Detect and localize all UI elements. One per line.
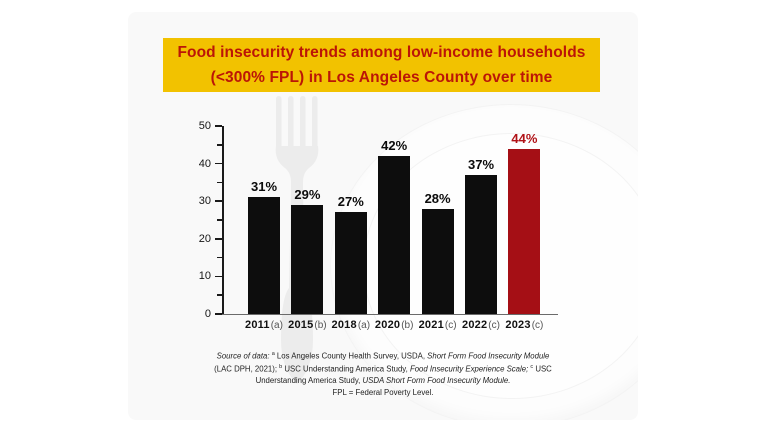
bar	[378, 156, 411, 314]
y-minor-tick	[217, 219, 222, 221]
source-sup-c: c	[530, 363, 534, 370]
x-tick-label: 2022(c)	[462, 319, 500, 331]
y-major-tick	[215, 313, 222, 315]
bar	[334, 212, 367, 314]
bar-value-label: 42%	[381, 138, 408, 154]
source-seg: USC Understanding America Study,	[282, 364, 410, 374]
chart-title-banner: Food insecurity trends among low-income …	[163, 38, 600, 92]
x-tick-source-letter: (b)	[314, 320, 327, 331]
x-tick-source-letter: (a)	[270, 320, 283, 331]
x-axis	[222, 314, 558, 315]
bar-highlighted	[508, 148, 541, 314]
y-minor-tick	[217, 294, 222, 296]
source-seg-italic: USDA Short Form Food Insecurity Module.	[362, 376, 511, 386]
y-tick-label: 50	[198, 120, 211, 132]
x-tick-year: 2011	[245, 319, 270, 331]
source-prefix: Source of data:	[216, 351, 272, 361]
y-major-tick	[215, 275, 222, 278]
x-tick-year: 2022	[462, 319, 488, 331]
chart-title-line1: Food insecurity trends among low-income …	[177, 44, 586, 61]
x-tick-source-letter: (c)	[488, 320, 500, 331]
y-minor-tick	[217, 256, 222, 259]
source-note: Source of data: a Los Angeles County Hea…	[208, 350, 558, 400]
y-tick-label: 0	[204, 308, 211, 320]
y-tick-label: 30	[198, 195, 211, 208]
x-tick-label: 2018(a)	[332, 319, 371, 331]
source-fpl-definition: FPL = Federal Poverty Level.	[332, 388, 434, 398]
source-seg: (LAC DPH, 2021);	[214, 364, 280, 374]
source-sup-b: b	[279, 363, 283, 370]
bar	[421, 208, 454, 314]
x-tick-year: 2023	[505, 319, 531, 331]
bar-value-label: 29%	[294, 186, 321, 202]
bar-value-label: 37%	[467, 156, 495, 172]
y-axis	[222, 126, 224, 315]
y-major-tick	[215, 238, 222, 240]
source-seg-italic: Short Form Food Insecurity Module	[427, 351, 550, 361]
bar-value-label: 44%	[511, 130, 538, 146]
x-tick-year: 2021	[418, 319, 444, 331]
y-major-tick	[215, 200, 222, 202]
bar	[291, 204, 324, 314]
x-tick-source-letter: (b)	[401, 320, 414, 331]
y-tick-label: 20	[198, 232, 211, 245]
chart-title-line2: (<300% FPL) in Los Angeles County over t…	[210, 69, 553, 86]
x-tick-year: 2015	[288, 319, 314, 331]
y-major-tick	[215, 125, 222, 127]
source-seg-italic: Food Insecurity Experience Scale;	[409, 364, 531, 374]
bar-value-label: 28%	[424, 190, 451, 206]
x-tick-source-letter: (c)	[531, 320, 544, 331]
y-minor-tick	[217, 144, 222, 146]
y-tick-label: 10	[198, 270, 211, 283]
source-seg: Los Angeles County Health Survey, USDA,	[274, 351, 428, 361]
x-tick-label: 2021(c)	[419, 319, 457, 331]
x-tick-source-letter: (a)	[357, 320, 371, 331]
y-minor-tick	[217, 181, 222, 184]
y-tick-label: 40	[198, 157, 211, 170]
x-tick-source-letter: (c)	[444, 320, 457, 331]
bar	[248, 197, 280, 314]
x-tick-label: 2015(b)	[288, 319, 327, 331]
x-tick-year: 2020	[374, 319, 401, 331]
x-tick-label: 2020(b)	[375, 319, 414, 331]
x-tick-year: 2018	[331, 319, 357, 331]
source-seg: USC Understanding America Study,	[255, 364, 552, 386]
bar	[465, 174, 497, 314]
source-sup-a: a	[271, 351, 275, 357]
y-major-tick	[215, 162, 222, 165]
bar-value-label: 27%	[337, 194, 364, 210]
x-tick-label: 2011(a)	[245, 319, 283, 331]
x-tick-label: 2023(c)	[505, 319, 543, 331]
bar-value-label: 31%	[250, 179, 278, 195]
